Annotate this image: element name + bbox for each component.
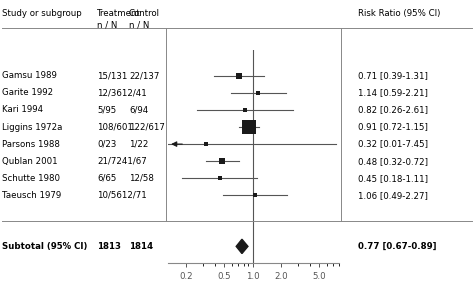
Text: Study or subgroup: Study or subgroup [2,9,82,18]
Text: 0.32 [0.01-7.45]: 0.32 [0.01-7.45] [358,140,428,149]
Text: 0/23: 0/23 [97,140,117,149]
Text: Parsons 1988: Parsons 1988 [2,140,60,149]
Text: 1.06 [0.49-2.27]: 1.06 [0.49-2.27] [358,191,428,200]
Text: n / N: n / N [129,21,149,30]
Text: 1.14 [0.59-2.21]: 1.14 [0.59-2.21] [358,89,428,97]
Text: n / N: n / N [97,21,118,30]
Text: 21/7241/67: 21/7241/67 [97,157,147,166]
Text: 12/58: 12/58 [129,174,154,183]
Text: 108/601: 108/601 [97,123,133,131]
Text: 0.45 [0.18-1.11]: 0.45 [0.18-1.11] [358,174,428,183]
Text: Liggins 1972a: Liggins 1972a [2,123,63,131]
Text: Garite 1992: Garite 1992 [2,89,54,97]
Text: Kari 1994: Kari 1994 [2,105,44,115]
Text: Subtotal (95% CI): Subtotal (95% CI) [2,242,88,251]
Text: Qublan 2001: Qublan 2001 [2,157,58,166]
Text: Schutte 1980: Schutte 1980 [2,174,60,183]
Text: 0.91 [0.72-1.15]: 0.91 [0.72-1.15] [358,123,428,131]
Text: Taeusch 1979: Taeusch 1979 [2,191,62,200]
Text: 12/3612/41: 12/3612/41 [97,89,147,97]
Text: 1813: 1813 [97,242,121,251]
Text: 15/131: 15/131 [97,71,128,81]
Text: 0.77 [0.67-0.89]: 0.77 [0.67-0.89] [358,242,437,251]
Text: 22/137: 22/137 [129,71,159,81]
Text: 122/617: 122/617 [129,123,165,131]
Text: 0.71 [0.39-1.31]: 0.71 [0.39-1.31] [358,71,428,81]
Text: 10/5612/71: 10/5612/71 [97,191,147,200]
Text: Treatment: Treatment [97,9,141,18]
Text: 0.48 [0.32-0.72]: 0.48 [0.32-0.72] [358,157,428,166]
Text: 1814: 1814 [129,242,153,251]
Text: 1/22: 1/22 [129,140,148,149]
Text: 6/65: 6/65 [97,174,117,183]
Text: Control: Control [129,9,160,18]
Text: 5/95: 5/95 [97,105,117,115]
Text: Risk Ratio (95% CI): Risk Ratio (95% CI) [358,9,440,18]
Text: 6/94: 6/94 [129,105,148,115]
Polygon shape [236,239,248,254]
Text: Gamsu 1989: Gamsu 1989 [2,71,57,81]
Text: 0.82 [0.26-2.61]: 0.82 [0.26-2.61] [358,105,428,115]
